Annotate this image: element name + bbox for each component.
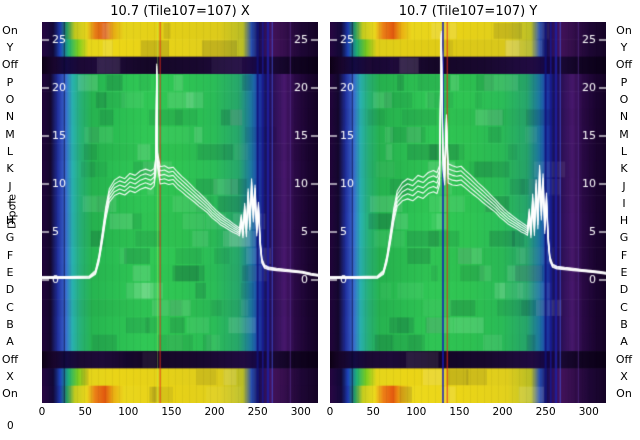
dipole-label-right: L <box>620 144 628 158</box>
dipole-label-left: L <box>6 144 14 158</box>
dipole-label-left: G <box>5 231 15 245</box>
dipole-label-right: Y <box>620 40 628 54</box>
dipole-label-right: On <box>616 387 632 401</box>
dipole-label-right: O <box>619 92 629 106</box>
dipole-label-right: G <box>619 231 629 245</box>
dipole-label-right: F <box>620 248 628 262</box>
dipole-label-left: C <box>6 300 14 314</box>
x-tick-label: 100 <box>406 406 427 418</box>
dipole-label-left: N <box>5 110 15 124</box>
dipole-label-left: B <box>6 318 14 332</box>
dipole-label-right: Off <box>615 58 633 72</box>
dipole-label-right: P <box>620 75 628 89</box>
dipole-label-left: K <box>6 162 14 176</box>
dipole-label-left: Off <box>1 352 19 366</box>
heatmap-canvas-1 <box>330 22 606 403</box>
dipole-label-left: A <box>6 335 14 349</box>
x-tick-label: 0 <box>38 406 46 418</box>
dipole-label-right: I <box>622 196 626 210</box>
dipole-label-right: B <box>620 318 628 332</box>
x-tick-label: 150 <box>161 406 182 418</box>
dipole-label-left: J <box>8 179 12 193</box>
dipole-label-right: K <box>620 162 628 176</box>
x-tick-label: 150 <box>449 406 470 418</box>
dipole-label-right: H <box>619 214 629 228</box>
dipole-label-right: A <box>620 335 628 349</box>
dipole-label-left: Y <box>6 40 14 54</box>
dipole-label-left: On <box>2 387 18 401</box>
dipole-label-left: F <box>6 248 14 262</box>
dipole-label-right: E <box>620 266 628 280</box>
dipole-label-left: X <box>6 370 14 384</box>
heatmap-canvas-0 <box>42 22 318 403</box>
dipole-label-right: X <box>620 370 628 384</box>
dipole-label-left: E <box>6 266 14 280</box>
x-tick-label: 300 <box>578 406 599 418</box>
x-tick-label: 0 <box>326 406 334 418</box>
dipole-label-right: M <box>619 127 629 141</box>
x-tick-label: 200 <box>204 406 225 418</box>
x-tick-label: 200 <box>492 406 513 418</box>
dipole-label-left: O <box>5 92 15 106</box>
dipole-label-left: M <box>5 127 15 141</box>
x-tick-label: 250 <box>247 406 268 418</box>
x-tick-label: 250 <box>535 406 556 418</box>
x-tick-label: 100 <box>118 406 139 418</box>
dipole-label-left: On <box>2 23 18 37</box>
corner-tick-label: 0 <box>7 420 14 432</box>
dipole-label-right: D <box>619 283 629 297</box>
dipole-label-left: H <box>5 214 15 228</box>
x-tick-label: 50 <box>78 406 92 418</box>
dipole-label-left: I <box>8 196 12 210</box>
panel-title-x: 10.7 (Tile107=107) X <box>110 4 250 19</box>
dipole-label-right: C <box>620 300 628 314</box>
dipole-label-right: On <box>616 23 632 37</box>
dipole-label-right: Off <box>615 352 633 366</box>
dipole-label-left: P <box>6 75 14 89</box>
x-tick-label: 50 <box>366 406 380 418</box>
dipole-label-right: J <box>622 179 626 193</box>
dipole-label-left: Off <box>1 58 19 72</box>
x-tick-label: 300 <box>290 406 311 418</box>
dipole-label-left: D <box>5 283 15 297</box>
dipole-label-right: N <box>619 110 629 124</box>
panel-title-y: 10.7 (Tile107=107) Y <box>398 4 538 19</box>
